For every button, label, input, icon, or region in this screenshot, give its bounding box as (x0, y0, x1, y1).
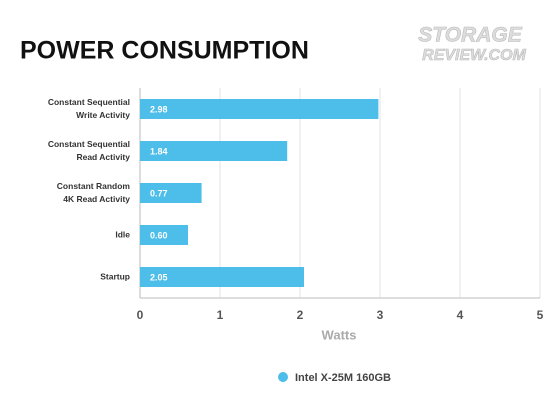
bar (140, 183, 202, 203)
y-tick-label: Constant Sequential Write Activity (47, 97, 130, 120)
bar (140, 141, 288, 161)
x-tick-label: 4 (457, 308, 464, 322)
legend-marker (278, 372, 288, 382)
x-tick-label: 2 (297, 308, 304, 322)
chart-title: POWER CONSUMPTION (20, 37, 309, 65)
x-axis-label: Watts (322, 327, 357, 342)
value-label: 2.05 (150, 272, 168, 282)
watermark: REVIEW.COM (422, 47, 526, 64)
y-tick-label: Constant Sequential Read Activity (47, 139, 130, 162)
x-tick-label: 1 (217, 308, 224, 322)
x-tick-label: 5 (537, 308, 544, 322)
x-tick-label: 3 (377, 308, 384, 322)
value-label: 0.60 (150, 230, 168, 240)
value-label: 1.84 (150, 146, 168, 156)
value-label: 2.98 (150, 104, 168, 114)
watermark: STORAGE (418, 24, 522, 47)
y-tick-label: Idle (115, 229, 130, 240)
value-label: 0.77 (150, 188, 168, 198)
x-tick-label: 0 (137, 308, 144, 322)
legend-label: Intel X-25M 160GB (295, 372, 391, 384)
bar (140, 99, 379, 119)
bar (140, 267, 304, 287)
y-tick-label: Startup (100, 271, 130, 282)
y-tick-label: Constant Random 4K Read Activity (56, 181, 130, 204)
bar (140, 225, 188, 245)
